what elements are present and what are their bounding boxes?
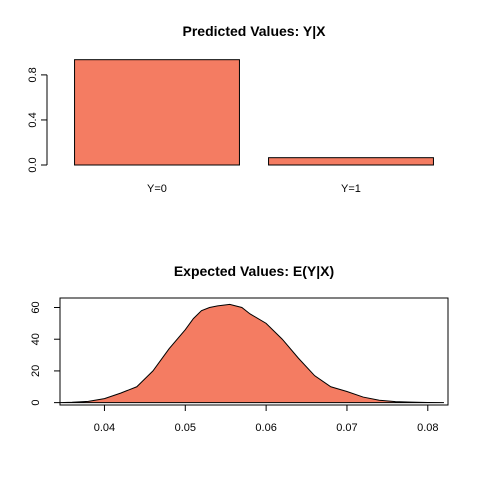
y-tick-label: 0.8	[27, 67, 39, 82]
predicted-values-title: Predicted Values: Y|X	[183, 23, 327, 39]
x-tick-label: 0.05	[175, 422, 196, 434]
y-tick-label: 0.4	[27, 112, 39, 127]
predicted-values-chart: Predicted Values: Y|X 0.0 0.4 0.8 Y=0 Y=1	[27, 23, 433, 195]
expected-values-title: Expected Values: E(Y|X)	[174, 263, 334, 279]
x-tick-label: 0.07	[336, 422, 357, 434]
x-tick-label: 0.04	[94, 422, 115, 434]
top-category-labels: Y=0 Y=1	[147, 183, 361, 195]
bar-y1	[269, 158, 434, 165]
y-tick-label: 60	[30, 301, 42, 313]
y-tick-label: 20	[30, 365, 42, 377]
bottom-y-axis: 0 20 40 60	[30, 301, 60, 405]
expected-values-chart: Expected Values: E(Y|X) 0.04 0.05 0.06 0.07…	[30, 263, 448, 434]
category-label: Y=0	[147, 183, 167, 195]
y-tick-label: 0.0	[27, 157, 39, 172]
y-tick-label: 40	[30, 333, 42, 345]
x-tick-label: 0.08	[417, 422, 438, 434]
density-area	[60, 304, 444, 402]
bar-y0	[75, 60, 240, 165]
bottom-x-axis: 0.04 0.05 0.06 0.07 0.08	[94, 405, 439, 434]
x-tick-label: 0.06	[255, 422, 276, 434]
y-tick-label: 0	[30, 400, 42, 406]
top-y-axis: 0.0 0.4 0.8	[27, 67, 47, 172]
category-label: Y=1	[341, 183, 361, 195]
bars-group	[75, 60, 434, 165]
